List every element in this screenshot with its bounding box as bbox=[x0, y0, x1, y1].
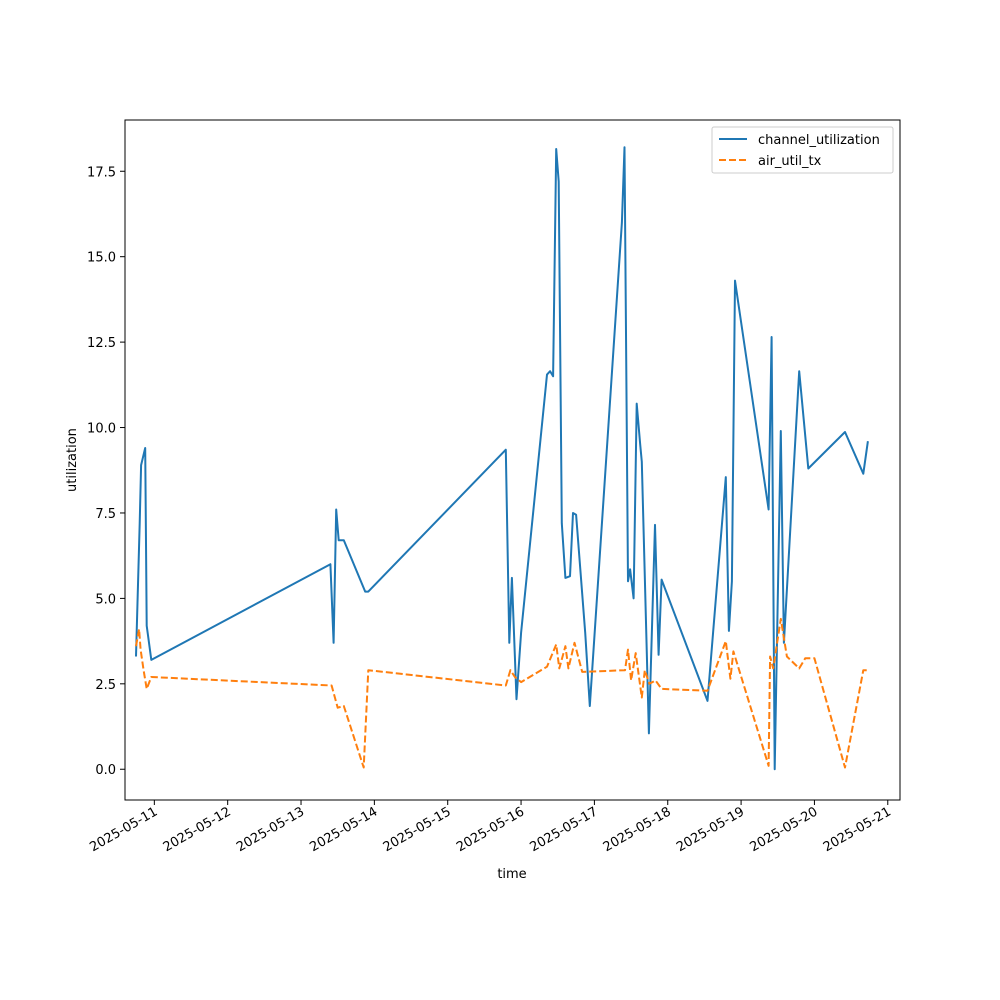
y-axis-label: utilization bbox=[65, 428, 80, 492]
y-tick-label: 7.5 bbox=[95, 507, 116, 522]
legend-box bbox=[711, 126, 894, 174]
y-axis: 0.0 2.5 5.0 7.5 10.0 12.5 15.0 17.5 bbox=[87, 165, 125, 778]
plot-frame bbox=[124, 119, 901, 801]
legend-label-air-util-tx: air_util_tx bbox=[758, 154, 822, 169]
y-tick-label: 0.0 bbox=[95, 763, 116, 778]
series-line-air-util-tx bbox=[135, 617, 868, 769]
series-layer bbox=[135, 146, 869, 771]
legend-label-channel-utilization: channel_utilization bbox=[758, 133, 880, 148]
x-axis-label: time bbox=[497, 867, 526, 882]
y-tick-label: 15.0 bbox=[87, 251, 116, 266]
y-tick-label: 10.0 bbox=[87, 422, 116, 437]
legend: channel_utilization air_util_tx bbox=[711, 126, 894, 174]
y-tick-label: 12.5 bbox=[87, 336, 116, 351]
series-line-channel-utilization bbox=[135, 146, 869, 771]
y-tick-label: 5.0 bbox=[95, 592, 116, 607]
y-tick-label: 2.5 bbox=[95, 678, 116, 693]
y-tick-label: 17.5 bbox=[87, 165, 116, 180]
